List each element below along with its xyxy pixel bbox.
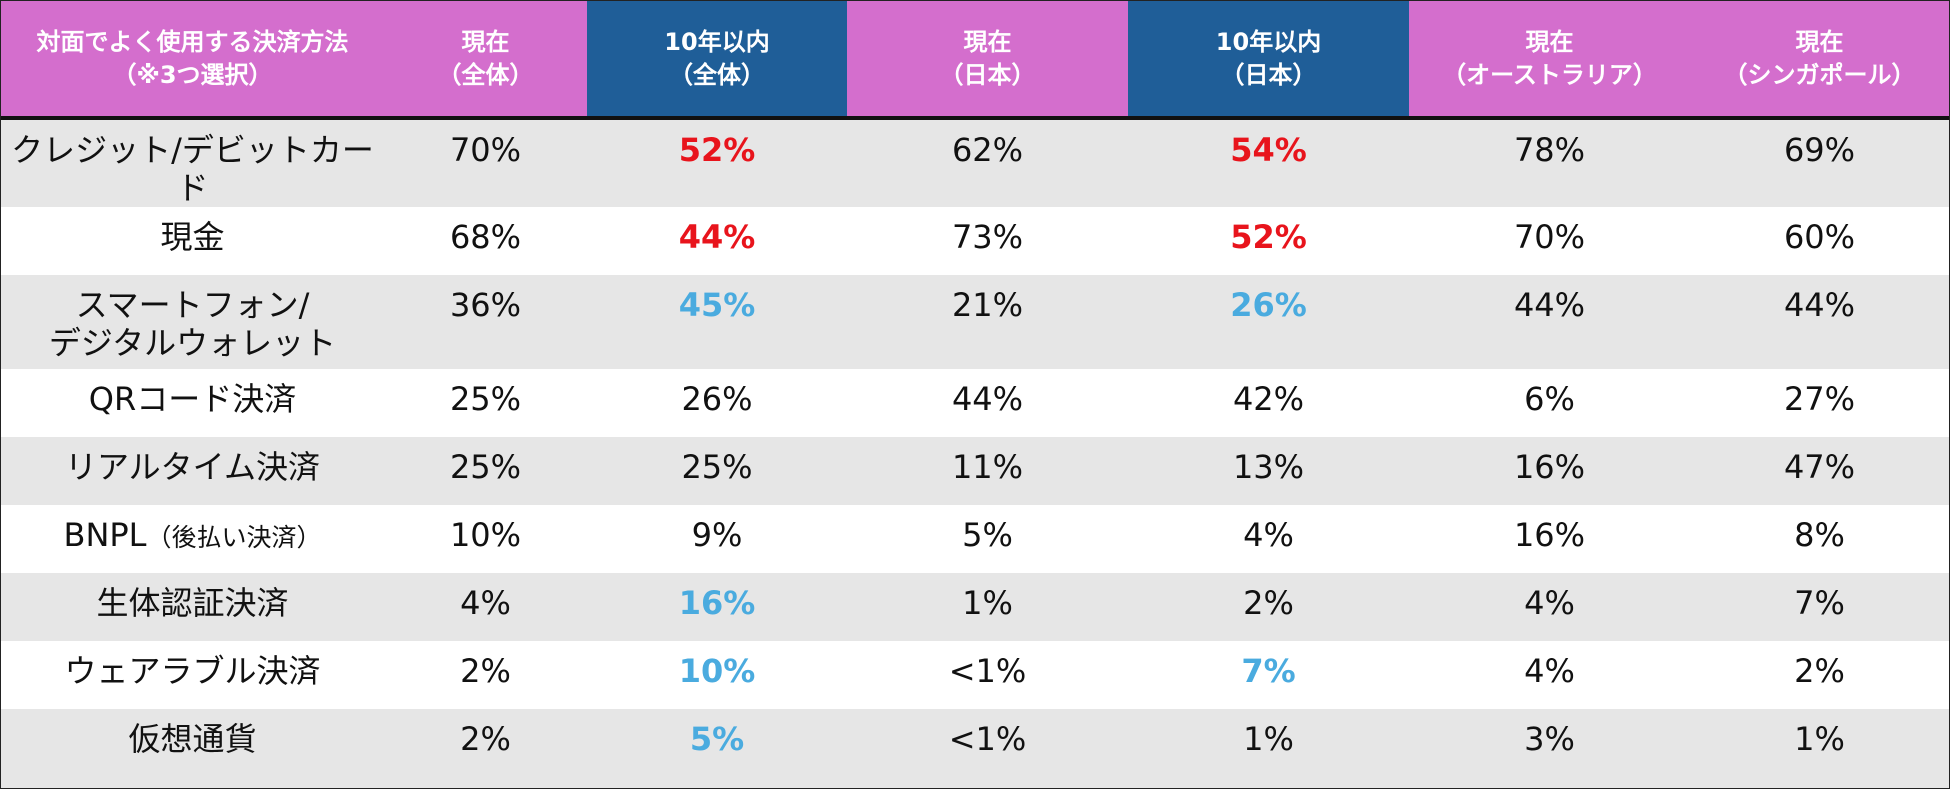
header-label-6: 現在 （シンガポール） xyxy=(1723,27,1916,89)
row-label-smartphone-wallet: スマートフォン/ デジタルウォレット xyxy=(1,275,384,369)
value-cell: 44% xyxy=(847,369,1128,437)
value-cell: 27% xyxy=(1690,369,1949,437)
row-label-bnpl: BNPL（後払い決済） xyxy=(1,505,384,573)
table-row-cash: 現金 68% 44% 73% 52% 70% 60% xyxy=(1,207,1949,275)
value-cell: 62% xyxy=(847,118,1128,207)
value-cell: 7% xyxy=(1128,641,1409,709)
value-cell: 25% xyxy=(384,369,587,437)
value-cell: 4% xyxy=(1409,573,1690,641)
row-label-wearable: ウェアラブル決済 xyxy=(1,641,384,709)
value-cell: 26% xyxy=(1128,275,1409,369)
value-cell: 2% xyxy=(1690,641,1949,709)
table-row-credit-debit-card: クレジット/デビットカード 70% 52% 62% 54% 78% 69% xyxy=(1,118,1949,207)
value-cell: 68% xyxy=(384,207,587,275)
header-cell-0: 対面でよく使用する決済方法 （※3つ選択） xyxy=(1,1,384,120)
value-cell: <1% xyxy=(847,641,1128,709)
value-cell: 25% xyxy=(587,437,847,505)
row-label-biometric: 生体認証決済 xyxy=(1,573,384,641)
table-row-realtime: リアルタイム決済 25% 25% 11% 13% 16% 47% xyxy=(1,437,1949,505)
value-cell: 7% xyxy=(1690,573,1949,641)
row-label-qr-code: QRコード決済 xyxy=(1,369,384,437)
value-cell: 52% xyxy=(1128,207,1409,275)
value-cell: 10% xyxy=(587,641,847,709)
value-cell: 2% xyxy=(384,709,587,788)
value-cell: 78% xyxy=(1409,118,1690,207)
header-label-4: 10年以内 （日本） xyxy=(1215,27,1322,89)
table-row-wearable: ウェアラブル決済 2% 10% <1% 7% 4% 2% xyxy=(1,641,1949,709)
header-cell-3: 現在 （日本） xyxy=(847,1,1128,120)
value-cell: 1% xyxy=(847,573,1128,641)
value-cell: 47% xyxy=(1690,437,1949,505)
header-label-0: 対面でよく使用する決済方法 （※3つ選択） xyxy=(36,27,349,89)
value-cell: 45% xyxy=(587,275,847,369)
header-cell-5: 現在 （オーストラリア） xyxy=(1409,1,1690,120)
value-cell: 60% xyxy=(1690,207,1949,275)
value-cell: 44% xyxy=(1409,275,1690,369)
header-label-2: 10年以内 （全体） xyxy=(664,27,770,89)
value-cell: 4% xyxy=(384,573,587,641)
value-cell: 16% xyxy=(587,573,847,641)
value-cell: <1% xyxy=(847,709,1128,788)
table-row-bnpl: BNPL（後払い決済） 10% 9% 5% 4% 16% 8% xyxy=(1,505,1949,573)
value-cell: 11% xyxy=(847,437,1128,505)
value-cell: 16% xyxy=(1409,437,1690,505)
header-cell-2: 10年以内 （全体） xyxy=(587,1,847,120)
table-row-smartphone-wallet: スマートフォン/ デジタルウォレット 36% 45% 21% 26% 44% 4… xyxy=(1,275,1949,369)
row-label-realtime: リアルタイム決済 xyxy=(1,437,384,505)
header-label-1: 現在 （全体） xyxy=(437,27,534,89)
row-label-credit-debit-card: クレジット/デビットカード xyxy=(1,118,384,207)
row-label-cash: 現金 xyxy=(1,207,384,275)
value-cell: 73% xyxy=(847,207,1128,275)
row-label-bnpl-suffix: （後払い決済） xyxy=(146,523,322,552)
value-cell: 3% xyxy=(1409,709,1690,788)
value-cell: 70% xyxy=(1409,207,1690,275)
value-cell: 36% xyxy=(384,275,587,369)
table-row-biometric: 生体認証決済 4% 16% 1% 2% 4% 7% xyxy=(1,573,1949,641)
value-cell: 52% xyxy=(587,118,847,207)
header-cell-6: 現在 （シンガポール） xyxy=(1690,1,1949,120)
header-label-3: 現在 （日本） xyxy=(939,27,1036,89)
value-cell: 5% xyxy=(847,505,1128,573)
header-cell-1: 現在 （全体） xyxy=(384,1,587,120)
table-row-qr-code: QRコード決済 25% 26% 44% 42% 6% 27% xyxy=(1,369,1949,437)
header-row: 対面でよく使用する決済方法 （※3つ選択） 現在 （全体） 10年以内 （全体）… xyxy=(1,1,1949,120)
table-row-crypto: 仮想通貨 2% 5% <1% 1% 3% 1% xyxy=(1,709,1949,788)
value-cell: 4% xyxy=(1409,641,1690,709)
value-cell: 6% xyxy=(1409,369,1690,437)
value-cell: 54% xyxy=(1128,118,1409,207)
value-cell: 16% xyxy=(1409,505,1690,573)
value-cell: 5% xyxy=(587,709,847,788)
value-cell: 44% xyxy=(1690,275,1949,369)
row-label-bnpl-main: BNPL xyxy=(63,516,147,554)
value-cell: 9% xyxy=(587,505,847,573)
value-cell: 70% xyxy=(384,118,587,207)
value-cell: 1% xyxy=(1128,709,1409,788)
value-cell: 42% xyxy=(1128,369,1409,437)
value-cell: 2% xyxy=(384,641,587,709)
value-cell: 13% xyxy=(1128,437,1409,505)
value-cell: 25% xyxy=(384,437,587,505)
header-cell-4: 10年以内 （日本） xyxy=(1128,1,1409,120)
value-cell: 8% xyxy=(1690,505,1949,573)
value-cell: 10% xyxy=(384,505,587,573)
row-label-crypto: 仮想通貨 xyxy=(1,709,384,788)
value-cell: 44% xyxy=(587,207,847,275)
header-label-5: 現在 （オーストラリア） xyxy=(1442,27,1657,89)
value-cell: 4% xyxy=(1128,505,1409,573)
value-cell: 69% xyxy=(1690,118,1949,207)
value-cell: 26% xyxy=(587,369,847,437)
value-cell: 1% xyxy=(1690,709,1949,788)
value-cell: 2% xyxy=(1128,573,1409,641)
value-cell: 21% xyxy=(847,275,1128,369)
